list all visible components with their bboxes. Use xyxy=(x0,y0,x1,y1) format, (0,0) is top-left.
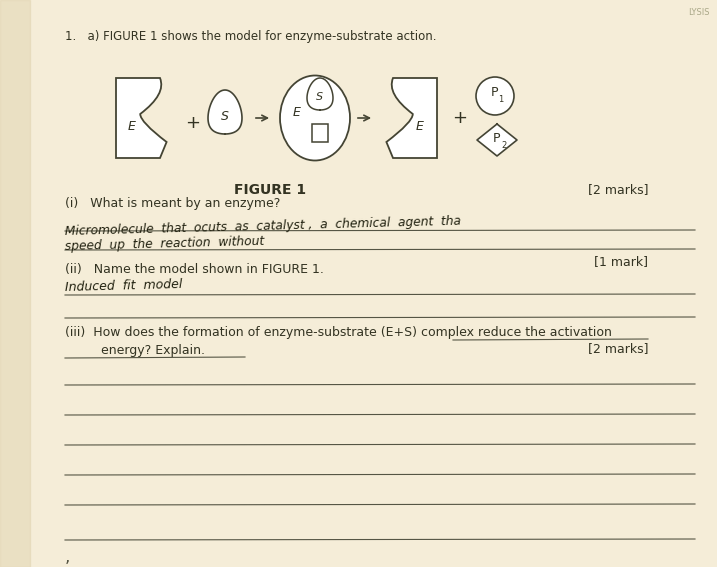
Text: Induced  fit  model: Induced fit model xyxy=(65,278,183,294)
PathPatch shape xyxy=(386,78,437,158)
Text: S: S xyxy=(316,92,323,102)
Text: (i)   What is meant by an enzyme?: (i) What is meant by an enzyme? xyxy=(65,197,280,210)
Polygon shape xyxy=(477,124,517,156)
Text: E: E xyxy=(293,107,301,120)
Text: LYSIS: LYSIS xyxy=(688,8,710,17)
Text: +: + xyxy=(452,109,467,127)
Circle shape xyxy=(476,77,514,115)
Text: [1 mark]: [1 mark] xyxy=(594,255,648,268)
Text: (iii)  How does the formation of enzyme-substrate (E+S) complex reduce the activ: (iii) How does the formation of enzyme-s… xyxy=(65,326,612,339)
Text: E: E xyxy=(415,120,423,133)
Bar xyxy=(312,124,328,142)
Text: +: + xyxy=(186,114,201,132)
Text: E: E xyxy=(128,120,136,133)
Text: ,: , xyxy=(65,548,70,566)
Text: S: S xyxy=(221,109,229,122)
Text: [2 marks]: [2 marks] xyxy=(587,183,648,196)
Ellipse shape xyxy=(280,75,350,160)
Text: (ii)   Name the model shown in FIGURE 1.: (ii) Name the model shown in FIGURE 1. xyxy=(65,263,324,276)
Text: energy? Explain.: energy? Explain. xyxy=(65,344,205,357)
Text: [2 marks]: [2 marks] xyxy=(587,342,648,355)
PathPatch shape xyxy=(116,78,166,158)
Text: 2: 2 xyxy=(501,141,507,150)
Text: P: P xyxy=(493,132,500,145)
Polygon shape xyxy=(208,90,242,134)
Text: 1: 1 xyxy=(498,95,503,104)
Text: 1.   a) FIGURE 1 shows the model for enzyme-substrate action.: 1. a) FIGURE 1 shows the model for enzym… xyxy=(65,30,437,43)
Text: P: P xyxy=(491,87,499,99)
Text: speed  up  the  reaction  without: speed up the reaction without xyxy=(65,235,265,253)
Text: FIGURE 1: FIGURE 1 xyxy=(234,183,306,197)
Polygon shape xyxy=(307,78,333,110)
Bar xyxy=(0,0,30,567)
Text: Micromolecule  that  ocuts  as  catalyst ,  a  chemical  agent  tha: Micromolecule that ocuts as catalyst , a… xyxy=(65,215,462,238)
